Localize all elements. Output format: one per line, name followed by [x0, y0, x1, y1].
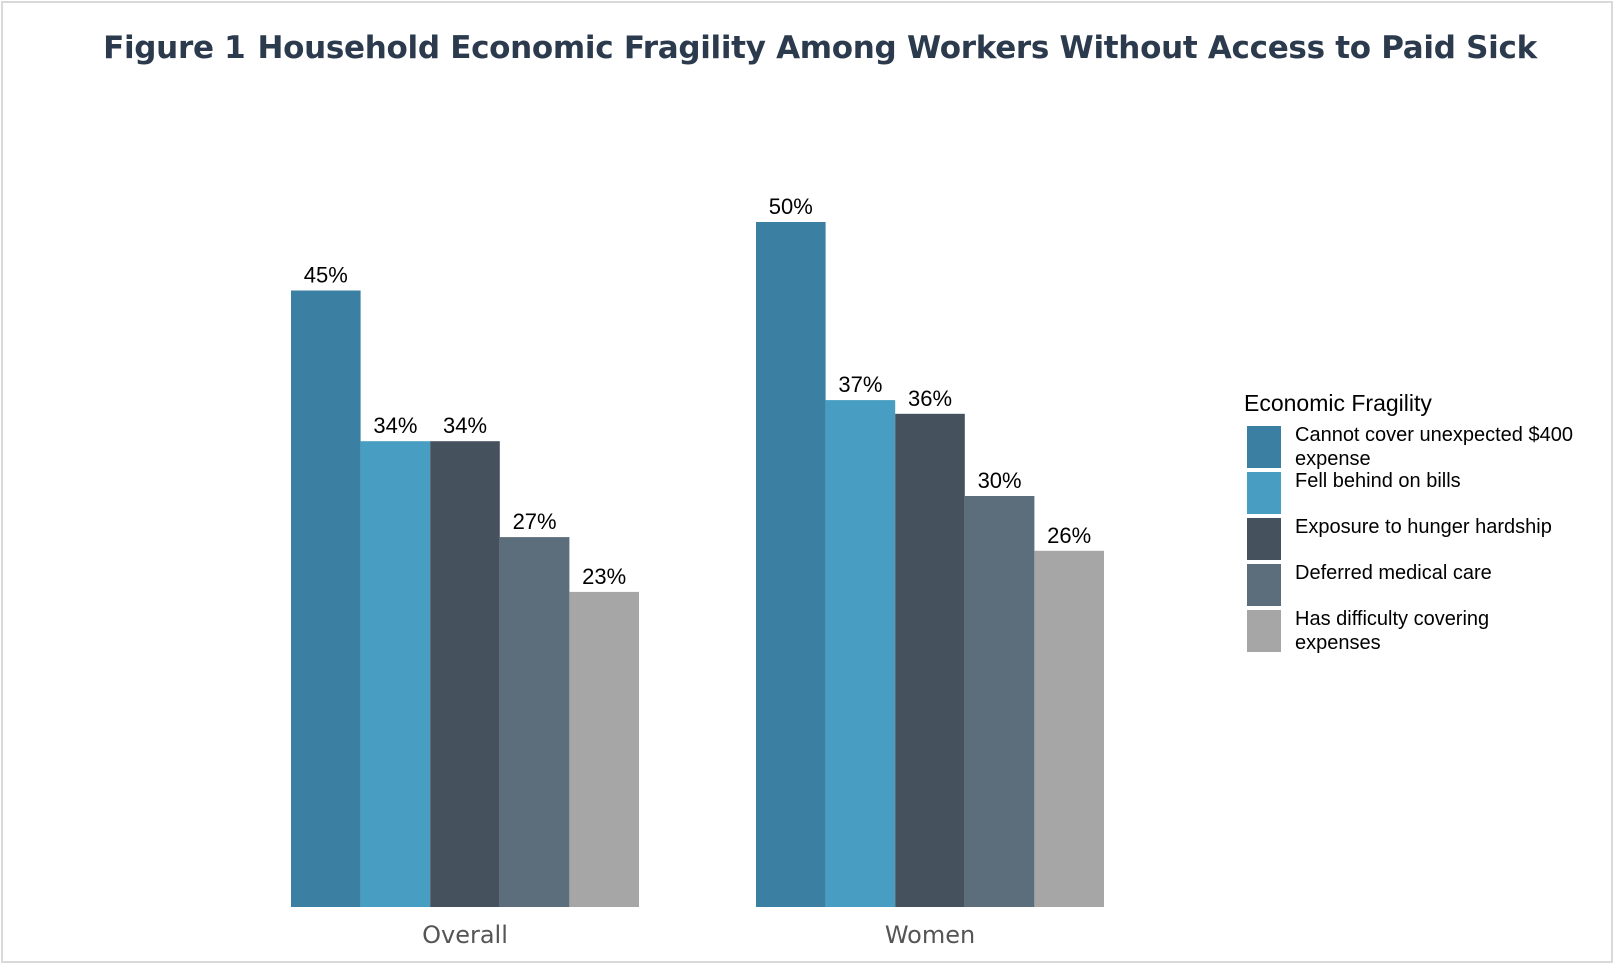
- bar-overall-2: [360, 441, 431, 907]
- legend-label-5: Has difficulty covering expenses: [1295, 608, 1490, 654]
- data-label-overall-5: 23%: [582, 564, 626, 589]
- legend-title: Economic Fragility: [1244, 390, 1432, 416]
- legend-label-2: Fell behind on bills: [1295, 470, 1461, 492]
- legend-swatch-1: [1247, 426, 1281, 468]
- legend-swatch-5: [1247, 610, 1281, 652]
- data-label-women-1: 50%: [769, 194, 813, 219]
- legend-swatch-4: [1247, 564, 1281, 606]
- data-label-overall-1: 45%: [304, 263, 348, 288]
- figure-title: Figure 1 Household Economic Fragility Amo…: [0, 30, 1620, 66]
- data-label-overall-2: 34%: [373, 413, 417, 438]
- data-label-overall-3: 34%: [443, 413, 487, 438]
- bar-overall-1: [291, 290, 361, 907]
- legend-item-3: Exposure to hunger hardship: [1244, 515, 1574, 561]
- legend-item-1: Cannot cover unexpected $400 expense: [1244, 423, 1574, 470]
- chart-title: Household Economic Fragility Among Worke…: [257, 30, 1537, 66]
- bar-women-4: [964, 496, 1035, 907]
- data-label-women-3: 36%: [908, 386, 952, 411]
- legend-label-3: Exposure to hunger hardship: [1295, 516, 1552, 538]
- legend-item-5: Has difficulty covering expenses: [1244, 607, 1574, 654]
- bar-overall-5: [569, 591, 639, 907]
- legend: Economic Fragility Cannot cover unexpect…: [1244, 390, 1574, 654]
- category-label-overall: Overall: [422, 921, 508, 949]
- bar-women-3: [895, 413, 965, 907]
- legend-item-2: Fell behind on bills: [1244, 469, 1574, 515]
- legend-items: Cannot cover unexpected $400 expense Fell…: [1244, 423, 1574, 654]
- legend-label-1: Cannot cover unexpected $400 expense: [1295, 424, 1573, 470]
- bar-women-1: [756, 222, 826, 907]
- bar-women-2: [825, 400, 896, 907]
- legend-swatch-3: [1247, 518, 1281, 560]
- figure-label: Figure 1: [103, 30, 246, 66]
- legend-swatch-2: [1247, 472, 1281, 514]
- legend-item-4: Deferred medical care: [1244, 561, 1574, 607]
- data-label-women-5: 26%: [1047, 523, 1091, 548]
- data-label-women-2: 37%: [838, 372, 882, 397]
- legend-label-4: Deferred medical care: [1295, 562, 1492, 584]
- data-label-women-4: 30%: [978, 468, 1022, 493]
- category-label-women: Women: [885, 921, 975, 949]
- bar-overall-4: [499, 537, 570, 907]
- bar-overall-3: [430, 441, 500, 907]
- data-label-overall-4: 27%: [513, 509, 557, 534]
- bar-women-5: [1034, 550, 1104, 907]
